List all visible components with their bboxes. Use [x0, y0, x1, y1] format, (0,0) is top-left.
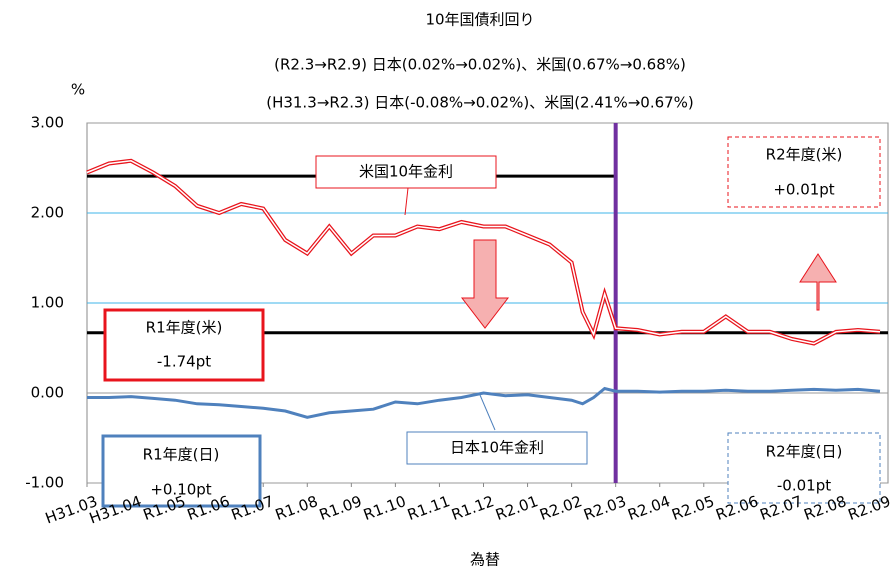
x-tick-label: R1.11 [405, 492, 452, 524]
annotation-text: +0.01pt [773, 181, 834, 199]
annotation-box [727, 136, 881, 208]
annotation-label: R2年度(日) [766, 443, 843, 461]
y-tick-label: 1.00 [31, 294, 64, 312]
y-tick-label: 2.00 [31, 204, 64, 222]
annotation-label: R1年度(米) [146, 319, 223, 337]
x-tick-label: R1.08 [273, 492, 320, 524]
legend-label: 日本10年金利 [450, 439, 544, 457]
legend-callout [406, 431, 588, 465]
x-tick-label: R2.05 [669, 492, 716, 524]
series-line [87, 386, 881, 419]
legend-label: 米国10年金利 [359, 163, 453, 181]
y-tick-label: -1.00 [25, 474, 64, 492]
x-tick-label: R2.04 [625, 492, 672, 524]
x-tick-label: R1.12 [449, 492, 496, 524]
annotation-text: -1.74pt [157, 353, 211, 371]
up-arrow [799, 253, 837, 311]
annotation-label: R2年度(米) [766, 146, 843, 164]
x-label: 為替 [470, 551, 500, 569]
annotation-label: R1年度(日) [143, 446, 220, 464]
annotation-text: -0.01pt [777, 477, 831, 495]
down-arrow [460, 239, 510, 329]
callout-line [404, 187, 409, 216]
callout-line [479, 394, 496, 431]
x-tick-label: R1.10 [361, 492, 408, 524]
y-tick-label: 3.00 [31, 114, 64, 132]
annotation-text: +0.10pt [150, 481, 211, 499]
subtitle: (R2.3→R2.9) 日本(0.02%→0.02%)、米国(0.67%→0.6… [274, 56, 686, 74]
annotation-box [727, 432, 881, 504]
subtitle: (H31.3→R2.3) 日本(-0.08%→0.02%)、米国(2.41%→0… [266, 94, 694, 112]
chart-title: 10年国債利回り [425, 11, 534, 29]
x-tick-label: R1.09 [317, 492, 364, 524]
x-tick-label: R2.01 [493, 492, 540, 524]
series-line-inner [86, 160, 881, 345]
y-label: % [71, 81, 85, 99]
annotation-box [103, 308, 265, 382]
annotation-box [101, 434, 262, 508]
legend-callout [315, 155, 497, 189]
x-tick-label: R2.03 [581, 492, 628, 524]
x-tick-label: R2.02 [537, 492, 584, 524]
y-tick-label: 0.00 [31, 384, 64, 402]
